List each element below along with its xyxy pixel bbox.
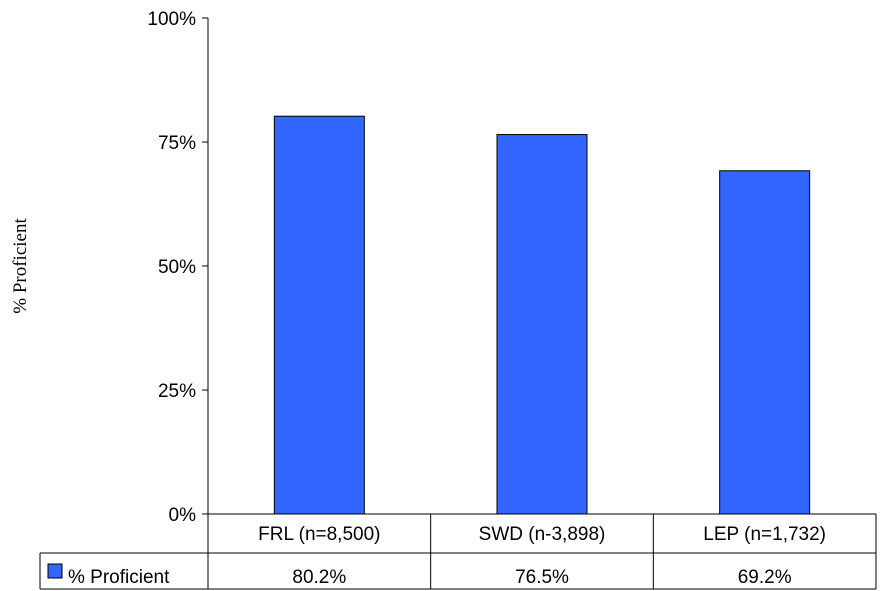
axes	[207, 18, 876, 515]
y-tick-label: 0%	[169, 505, 197, 526]
y-axis-label: % Proficient	[10, 218, 31, 314]
legend-swatch	[47, 563, 63, 579]
y-tick-label: 50%	[158, 257, 196, 278]
bar	[719, 170, 811, 515]
bars	[273, 115, 811, 515]
data-table: FRL (n=8,500) SWD (n-3,898) LEP (n=1,732)%…	[39, 514, 877, 590]
legend-label: % Proficient	[68, 567, 170, 588]
y-axis: 0% 25% 50% 75% 100%	[147, 9, 208, 526]
x-tick-label: SWD (n-3,898)	[479, 524, 606, 545]
bar	[273, 115, 365, 515]
x-tick-label: FRL (n=8,500)	[258, 524, 380, 545]
data-label: 80.2%	[292, 567, 346, 588]
x-tick-label: LEP (n=1,732)	[703, 524, 826, 545]
y-tick-label: 75%	[158, 133, 196, 154]
y-tick-label: 100%	[147, 9, 196, 30]
data-label: 76.5%	[515, 567, 569, 588]
y-tick-label: 25%	[158, 381, 196, 402]
bar	[496, 134, 588, 515]
data-label: 69.2%	[738, 567, 792, 588]
